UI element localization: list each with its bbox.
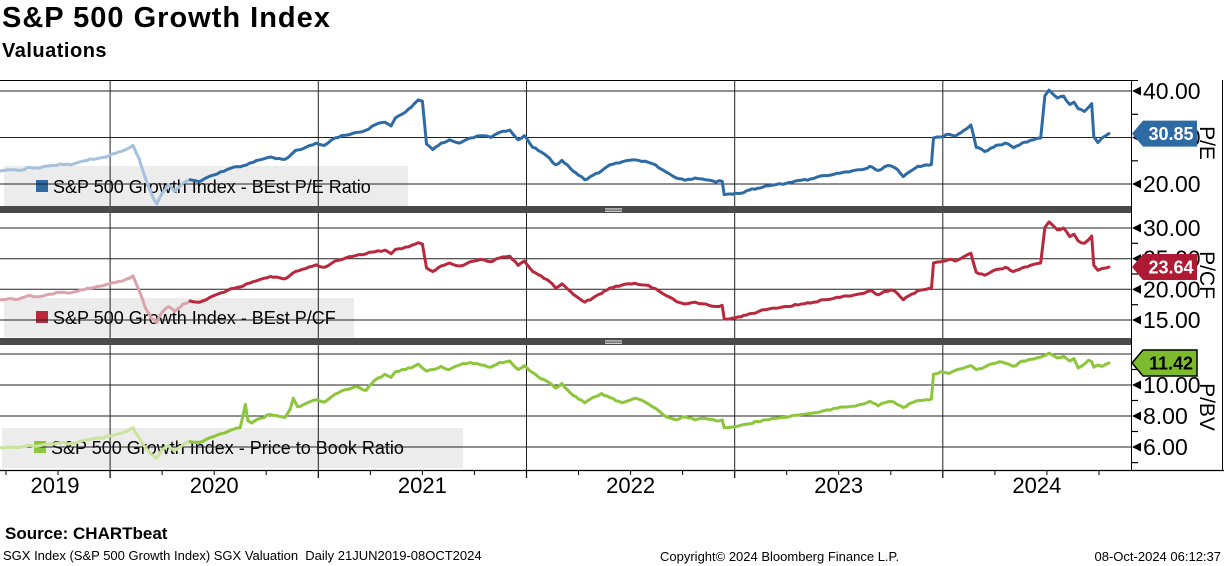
legend-swatch-pe xyxy=(36,180,48,192)
value-tag-pcf[interactable]: 23.64 xyxy=(1132,254,1197,280)
year-label: 2023 xyxy=(814,473,863,498)
y-tick-arrow-icon xyxy=(1132,442,1141,452)
y-tick-arrow-icon xyxy=(1132,284,1141,294)
legend-box-pbv xyxy=(2,428,463,468)
legend-label-pbv: S&P 500 Growth Index - Price to Book Rat… xyxy=(51,438,404,458)
splitter-grip-icon xyxy=(605,210,622,212)
y-tick-arrow-icon xyxy=(1132,86,1141,96)
legend-pcf[interactable]: S&P 500 Growth Index - BEst P/CF xyxy=(4,298,354,337)
legend-pbv[interactable]: S&P 500 Growth Index - Price to Book Rat… xyxy=(2,428,463,468)
gridlines xyxy=(0,80,1131,470)
axis-title-pe: P/E xyxy=(1195,126,1218,160)
footer-datetime: 08-Oct-2024 06:12:37 xyxy=(1094,549,1221,564)
y-tick-arrow-icon xyxy=(1132,315,1141,325)
panel-chrome xyxy=(0,80,1224,472)
footer-copyright: Copyright© 2024 Bloomberg Finance L.P. xyxy=(660,549,900,564)
y-tick-label: 6.00 xyxy=(1143,434,1188,460)
legend-label-pcf: S&P 500 Growth Index - BEst P/CF xyxy=(53,308,336,328)
page-subtitle: Valuations xyxy=(2,40,108,62)
panel-splitter-2[interactable] xyxy=(0,338,1131,345)
legend-box-pe xyxy=(4,166,408,206)
y-tick-label: 20.00 xyxy=(1143,276,1201,302)
year-label: 2021 xyxy=(398,473,447,498)
y-tick-label: 15.00 xyxy=(1143,307,1201,333)
footer-meta: SGX Index (S&P 500 Growth Index) SGX Val… xyxy=(3,548,482,563)
y-tick-label: 8.00 xyxy=(1143,403,1188,429)
value-tag-pbv[interactable]: 11.42 xyxy=(1131,349,1198,377)
legend-box-pcf xyxy=(4,298,354,337)
splitter-grip-icon xyxy=(605,340,622,342)
value-tag-shape xyxy=(1131,349,1198,377)
series-line-pe xyxy=(188,88,1111,197)
legend-label-pe: S&P 500 Growth Index - BEst P/E Ratio xyxy=(53,177,371,197)
x-axis-year-labels: 2019 2020 2021 2022 2023 2024 xyxy=(31,473,1062,498)
series-lines xyxy=(0,88,1111,460)
source-label: Source: CHARTbeat xyxy=(5,524,168,543)
y-tick-label: 40.00 xyxy=(1143,78,1201,104)
series-line-pbv xyxy=(188,351,1111,444)
y-tick-arrow-icon xyxy=(1132,223,1141,233)
splitter-grip-icon xyxy=(605,342,622,344)
value-tag-shape xyxy=(1132,254,1197,280)
legends: S&P 500 Growth Index - BEst P/E Ratio S&… xyxy=(2,166,463,468)
y-tick-arrow-icon xyxy=(1132,380,1141,390)
year-label: 2020 xyxy=(190,473,239,498)
value-tag-text: 11.42 xyxy=(1149,354,1193,374)
splitter-grip-icon xyxy=(605,208,622,210)
axis-title-pbv: P/BV xyxy=(1195,383,1218,431)
series-line-early-pbv xyxy=(0,426,192,460)
axis-title-pcf: P/CF xyxy=(1195,251,1218,299)
value-tag-shape xyxy=(1132,120,1197,147)
y-tick-label: 20.00 xyxy=(1143,171,1201,197)
value-tag-pe[interactable]: 30.85 xyxy=(1132,120,1197,147)
y-tick-arrow-icon xyxy=(1132,179,1141,189)
value-tag-text: 23.64 xyxy=(1148,258,1193,278)
y-tick-label: 30.00 xyxy=(1143,215,1201,241)
series-line-pcf xyxy=(188,220,1111,321)
legend-pe[interactable]: S&P 500 Growth Index - BEst P/E Ratio xyxy=(4,166,408,206)
value-tag-text: 30.85 xyxy=(1148,124,1193,144)
page-title: S&P 500 Growth Index xyxy=(2,2,331,34)
year-label: 2019 xyxy=(31,473,80,498)
y-tick-arrow-icon xyxy=(1132,411,1141,421)
series-line-early-pcf xyxy=(0,274,192,324)
series-line-early-pe xyxy=(0,143,192,206)
legend-swatch-pcf xyxy=(36,311,48,323)
year-label: 2024 xyxy=(1012,473,1061,498)
year-label: 2022 xyxy=(606,473,655,498)
panel-splitter-1[interactable] xyxy=(0,206,1131,213)
last-value-tags: 30.85 23.64 11.42 xyxy=(1131,120,1198,377)
